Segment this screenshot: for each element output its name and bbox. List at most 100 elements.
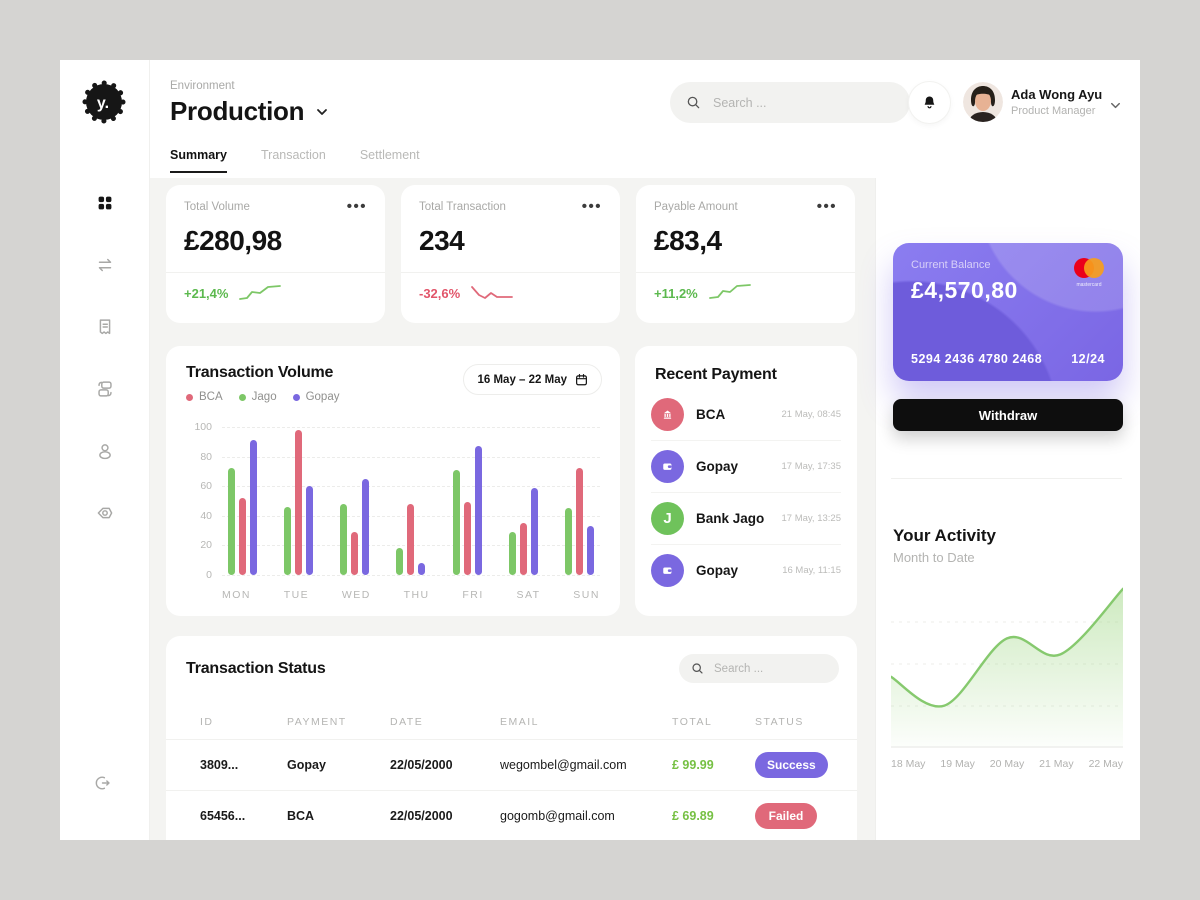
ellipsis-menu-icon[interactable]: •••: [816, 198, 837, 215]
bar-jago: [228, 468, 235, 575]
bar-gopay: [474, 446, 482, 575]
transaction-volume-panel: Transaction Volume BCA Jago Gopay 16 May –…: [166, 346, 620, 616]
activity-x-labels: 18 May 19 May 20 May 21 May 22 May: [891, 758, 1123, 770]
settings-icon[interactable]: [92, 500, 118, 526]
status-badge: Success: [755, 752, 828, 778]
user-name: Ada Wong Ayu: [1011, 87, 1103, 102]
logout-icon[interactable]: [92, 772, 118, 798]
bar-group: [564, 427, 594, 575]
col-email: EMAIL: [500, 716, 540, 728]
stat-card-total-transaction: Total Transaction ••• 234 -32,6%: [401, 185, 620, 323]
letter-j-icon: J: [651, 502, 684, 535]
ellipsis-menu-icon[interactable]: •••: [581, 198, 602, 215]
bar-group: [396, 427, 426, 575]
user-icon[interactable]: [92, 438, 118, 464]
stat-card-total-volume: Total Volume ••• £280,98 +21,4%: [166, 185, 385, 323]
legend-item: BCA: [186, 391, 223, 403]
payment-list-item[interactable]: BCA 21 May, 08:45: [651, 388, 841, 440]
col-date: DATE: [390, 716, 424, 728]
bar-bca: [519, 523, 527, 575]
payment-list-item[interactable]: Gopay 17 May, 17:35: [651, 440, 841, 492]
stat-delta: +21,4%: [184, 285, 229, 301]
legend-item: Jago: [238, 391, 277, 403]
activity-subtitle: Month to Date: [893, 550, 975, 565]
bar-jago: [564, 508, 572, 575]
bank-icon: [651, 397, 684, 431]
chart-legend: BCA Jago Gopay: [186, 391, 339, 403]
stat-delta: +11,2%: [654, 285, 698, 301]
bar-group: [284, 427, 314, 575]
receipt-icon[interactable]: [92, 314, 118, 340]
calendar-icon: [576, 374, 587, 386]
notifications-button[interactable]: [908, 81, 951, 124]
sparkline-up-icon: [708, 284, 751, 299]
dashboard-grid-icon[interactable]: [92, 190, 118, 216]
panel-title: Transaction Status: [186, 659, 326, 677]
table-search-input[interactable]: [712, 661, 822, 676]
bar-bca: [295, 429, 303, 575]
col-status: STATUS: [755, 716, 804, 728]
col-payment: PAYMENT: [287, 716, 347, 728]
search-icon: [687, 96, 700, 109]
wallet-icon: [651, 554, 684, 587]
global-search[interactable]: [670, 82, 910, 123]
search-icon: [692, 663, 703, 674]
chevron-down-icon[interactable]: [1108, 98, 1123, 113]
bar-bca: [239, 498, 246, 575]
table-search[interactable]: [679, 654, 839, 683]
table-row[interactable]: 3809... Gopay 22/05/2000 wegombel@gmail.…: [166, 739, 857, 790]
tab-bar: Summary Transaction Settlement: [170, 148, 420, 173]
bar-gopay: [418, 563, 426, 575]
table-header-row: ID PAYMENT DATE EMAIL TOTAL STATUS: [166, 705, 857, 739]
payment-list-item[interactable]: J Bank Jago 17 May, 13:25: [651, 492, 841, 544]
date-range-picker[interactable]: 16 May – 22 May: [463, 364, 602, 395]
sparkline-down-icon: [471, 286, 514, 299]
mastercard-logo-icon: mastercard: [1071, 257, 1107, 288]
user-menu[interactable]: Ada Wong Ayu Product Manager: [1011, 87, 1102, 117]
recent-payment-panel: Recent Payment BCA 21 May, 08:45 Gopay 1…: [635, 346, 857, 616]
environment-selector[interactable]: Production: [170, 96, 330, 127]
activity-title: Your Activity: [893, 526, 996, 545]
bar-jago: [396, 548, 404, 575]
card-number: 5294 2436 4780 2468: [911, 352, 1043, 366]
stat-label: Total Transaction: [419, 201, 506, 213]
tab-transaction[interactable]: Transaction: [260, 148, 326, 162]
transactions-table: ID PAYMENT DATE EMAIL TOTAL STATUS 3809.…: [166, 705, 857, 840]
logo-text: y.: [97, 95, 109, 112]
stat-value: £83,4: [654, 225, 722, 256]
bar-chart: 100 80 60 40 20 0: [194, 421, 600, 581]
stat-delta: -32,6%: [419, 285, 461, 301]
bar-jago: [508, 532, 516, 575]
table-row[interactable]: 65456... BCA 22/05/2000 gogomb@gmail.com…: [166, 790, 857, 840]
app-window: y.: [60, 60, 1140, 840]
header: Environment Production Summary Transacti…: [150, 60, 1140, 178]
avatar[interactable]: [963, 82, 1003, 122]
stat-label: Total Volume: [184, 201, 250, 213]
card-swap-icon[interactable]: [92, 376, 118, 402]
bar-jago: [284, 506, 292, 575]
bar-bca: [463, 502, 471, 575]
stat-value: 234: [419, 225, 465, 256]
col-total: TOTAL: [672, 716, 713, 728]
tab-settlement[interactable]: Settlement: [359, 148, 420, 162]
bar-gopay: [306, 486, 314, 575]
withdraw-button[interactable]: Withdraw: [893, 399, 1123, 431]
payment-list-item[interactable]: Gopay 16 May, 11:15: [651, 544, 841, 596]
bell-icon: [924, 96, 935, 109]
panel-title: Recent Payment: [655, 366, 777, 383]
search-input[interactable]: [711, 94, 871, 111]
bar-group: [508, 427, 538, 575]
environment-value: Production: [170, 96, 305, 126]
ellipsis-menu-icon[interactable]: •••: [346, 198, 367, 215]
recent-payment-list: BCA 21 May, 08:45 Gopay 17 May, 17:35 J B…: [635, 388, 857, 596]
main-content: Total Volume ••• £280,98 +21,4% Total Tr…: [150, 178, 875, 840]
bar-bca: [351, 532, 359, 575]
bar-group: [340, 427, 370, 575]
user-role: Product Manager: [1011, 105, 1096, 117]
transfer-icon[interactable]: [92, 252, 118, 278]
app-logo: y.: [82, 80, 126, 124]
chevron-down-icon: [317, 108, 328, 115]
balance-label: Current Balance: [911, 259, 991, 271]
tab-summary[interactable]: Summary: [170, 148, 227, 173]
sparkline-up-icon: [239, 285, 282, 300]
